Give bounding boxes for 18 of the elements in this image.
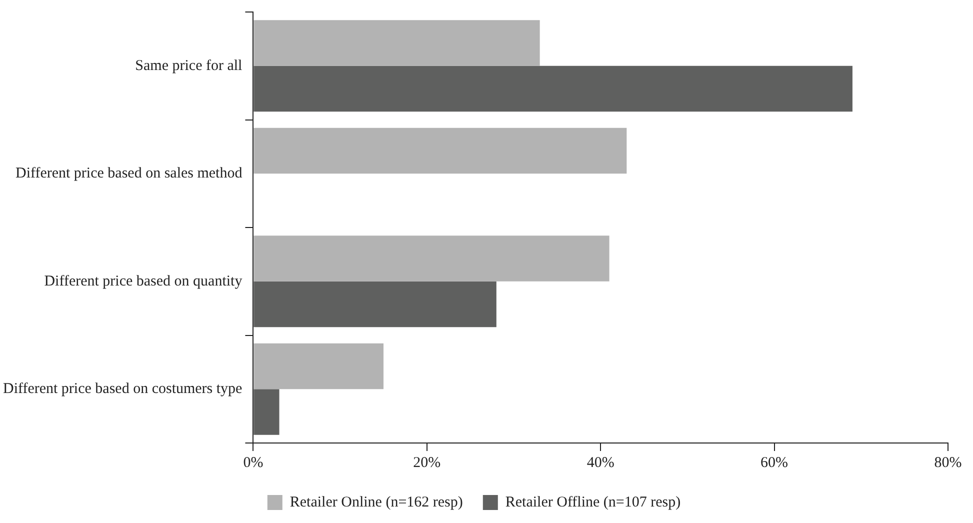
y-tick-label: Different price based on costumers type (2, 381, 243, 398)
x-tick-label: 60% (760, 454, 788, 471)
y-tick-label: Same price for all (135, 58, 242, 74)
x-tick-label: 20% (413, 454, 441, 471)
bar (254, 343, 384, 390)
legend-label: Retailer Offline (n=107 resp) (505, 494, 681, 510)
y-tick-label: Different price based on quantity (44, 273, 243, 290)
bar (254, 128, 627, 174)
x-tick-label: 80% (934, 454, 962, 471)
x-tick-label: 0% (243, 454, 264, 471)
bar (254, 66, 852, 112)
bar (254, 389, 280, 435)
y-tick-label: Different price based on sales method (15, 166, 243, 182)
bar (254, 281, 496, 328)
bar (254, 20, 540, 66)
legend-label: Retailer Online (n=162 resp) (290, 494, 463, 510)
x-tick-label: 40% (586, 454, 614, 471)
bar (254, 236, 610, 282)
